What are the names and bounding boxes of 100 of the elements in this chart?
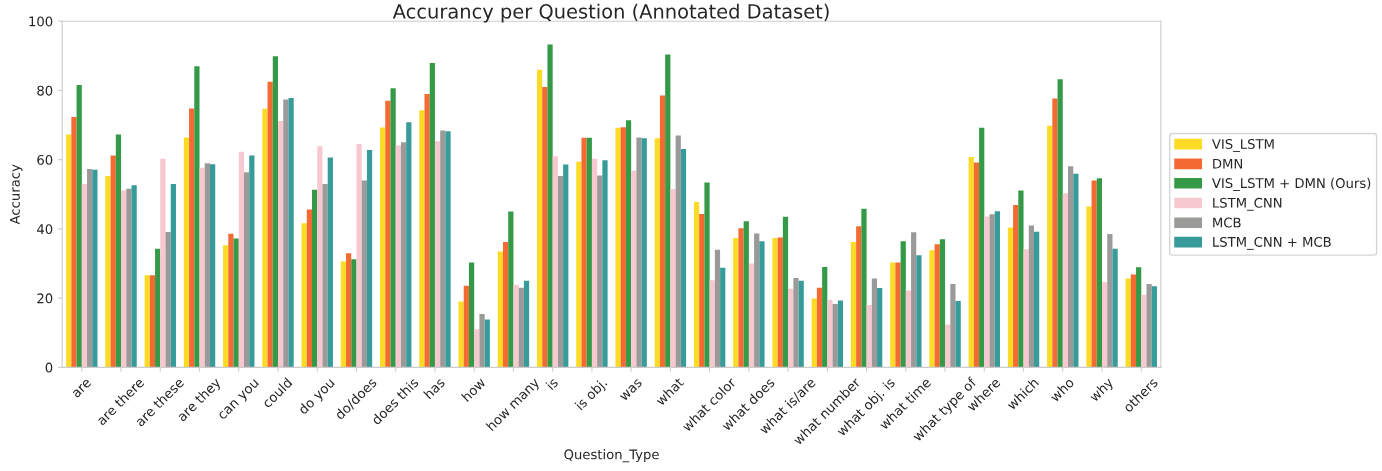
bar [155,248,161,368]
bar [552,156,558,368]
legend-label: LSTM_CNN + MCB [1213,236,1331,250]
bar [463,285,469,368]
bar [204,163,210,368]
bar [346,253,352,368]
legend-label: LSTM_CNN [1213,197,1282,211]
bar [905,290,912,368]
bar [484,319,490,368]
bar [709,280,715,368]
bar [654,138,660,368]
y-axis-title: Accuracy [10,164,23,225]
bar [434,141,441,368]
x-tick-label: who [1049,376,1075,403]
bar [1136,267,1142,368]
bar [144,275,150,368]
bar [738,228,744,368]
bar [71,117,77,368]
bar [149,275,156,368]
bar [984,216,990,368]
x-tick-label: was [619,378,643,402]
bar [209,164,216,368]
bar [502,242,509,368]
bar [748,263,755,368]
bar [445,131,451,368]
bar [704,182,710,368]
x-tick-label: are [72,378,92,399]
bar [827,299,833,368]
bar [973,162,980,368]
bar [366,149,373,368]
bar [620,127,626,368]
bar [968,156,974,368]
bar [837,300,844,368]
bar [557,175,564,368]
bar [733,237,739,368]
bar [602,160,608,368]
bar [81,183,88,368]
y-tick-label: 0 [45,362,53,373]
bar [165,232,171,368]
bar [406,122,412,368]
bar [424,93,430,368]
bar [1034,231,1040,368]
bar [994,211,1000,368]
bar [317,146,323,368]
bar [793,278,799,368]
bar [850,242,857,368]
bar [877,288,883,368]
bar [856,226,862,368]
bar [861,208,867,368]
bar [659,95,666,368]
bar [777,237,783,368]
bar [228,233,234,368]
bar [1057,79,1063,368]
bar [189,108,195,368]
bar [581,137,587,368]
bar [87,169,93,368]
bar [395,145,401,368]
bar [267,81,273,368]
bar [131,185,137,368]
bar [1068,166,1074,368]
bar [288,98,294,368]
bar [675,135,681,368]
bar [110,155,116,368]
bar [400,142,407,368]
bar [945,324,951,368]
bar [939,239,946,368]
bar [1073,173,1079,368]
bar [1007,227,1014,368]
bar [693,201,700,368]
bar [1091,180,1097,368]
bar [1146,283,1152,368]
y-tick-label: 100 [29,16,53,27]
y-tick-label: 80 [37,85,53,96]
bar [419,110,425,368]
bar [497,251,503,368]
bar [513,284,519,368]
bar [115,134,122,368]
bar [536,69,543,368]
bar [955,300,961,368]
bar [1141,294,1147,368]
bar [714,249,721,368]
bar [1151,286,1157,368]
bar [900,241,906,368]
bar [249,155,255,368]
x-tick-label: why [1088,376,1116,405]
bar [576,161,582,368]
bar [890,262,896,368]
bar [278,120,284,368]
bar [306,209,313,368]
bar [199,167,205,368]
bar [327,157,333,368]
x-tick-label: has [423,376,446,400]
bar [1112,248,1118,368]
bar [238,151,244,368]
bar [1052,98,1058,368]
bar [322,183,328,368]
legend-label: VIS_LSTM [1212,138,1274,152]
bar [911,232,917,368]
bar [1125,278,1131,368]
y-tick-label: 40 [37,224,53,235]
